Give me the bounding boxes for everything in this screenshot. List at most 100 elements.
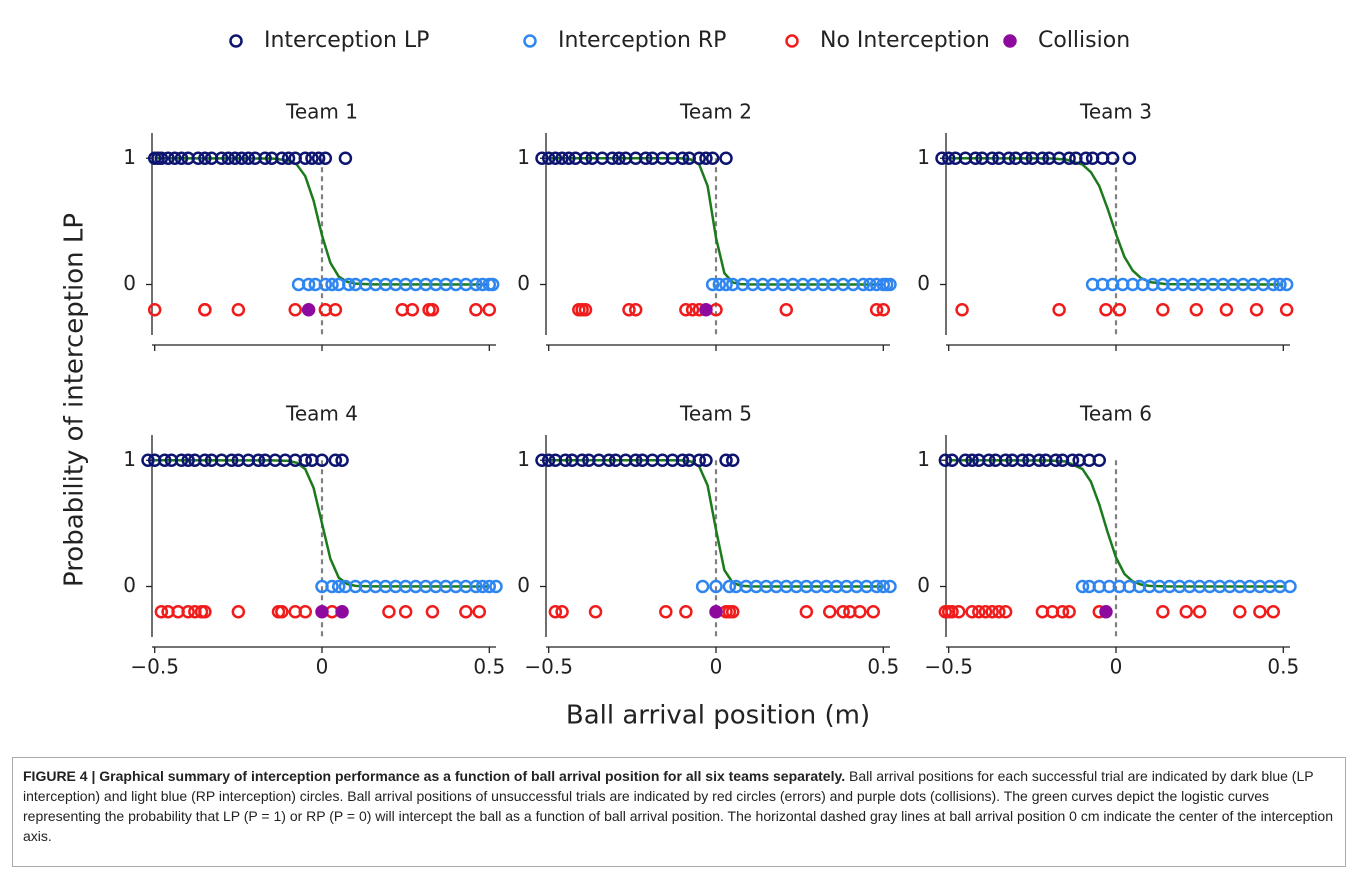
data-point (157, 453, 172, 467)
data-point (853, 605, 867, 619)
data-point (938, 453, 953, 467)
legend-label: No Interception (820, 28, 990, 53)
data-point (866, 605, 881, 619)
data-point (968, 151, 983, 165)
y-tick-label: 1 (917, 145, 930, 169)
x-tick-label: 0 (1110, 655, 1123, 679)
data-point (325, 579, 339, 594)
data-point (214, 151, 229, 165)
data-point (1266, 277, 1281, 292)
data-point (315, 605, 329, 619)
data-point (965, 453, 979, 467)
data-point (588, 605, 603, 619)
data-point (699, 151, 713, 165)
data-point (147, 303, 162, 317)
data-point (575, 453, 589, 467)
data-point (1192, 605, 1207, 619)
data-point (992, 605, 1006, 619)
legend-marker (785, 34, 799, 48)
data-point (241, 151, 256, 165)
data-point (876, 303, 891, 317)
legend-marker (523, 34, 537, 48)
data-point (161, 151, 175, 165)
data-point (475, 579, 490, 594)
data-point (869, 579, 884, 594)
data-point (1052, 303, 1066, 317)
data-point (1055, 605, 1070, 619)
data-point (198, 453, 212, 467)
data-point (472, 605, 487, 619)
data-point (275, 605, 289, 619)
data-point (985, 151, 999, 165)
data-point (1062, 605, 1076, 619)
data-point (541, 453, 556, 467)
data-point (628, 303, 643, 317)
data-point (605, 151, 620, 165)
data-point (535, 453, 549, 467)
data-point (725, 453, 740, 467)
data-point (659, 605, 673, 619)
data-point (1253, 605, 1267, 619)
caption: FIGURE 4 | Graphical summary of intercep… (12, 757, 1346, 867)
data-point (705, 277, 720, 292)
data-point (558, 453, 573, 467)
data-point (298, 605, 313, 619)
data-point (679, 605, 693, 619)
legend-marker (229, 34, 243, 48)
data-point (1219, 303, 1234, 317)
data-point (692, 151, 707, 165)
data-point (1002, 151, 1016, 165)
data-point (719, 277, 733, 292)
legend-label: Interception RP (558, 28, 726, 53)
data-point (305, 151, 319, 165)
data-point (174, 151, 189, 165)
subplot-title: Team 2 (679, 100, 752, 124)
data-point (1273, 277, 1287, 292)
data-point (234, 151, 249, 165)
legend-marker (1003, 34, 1017, 48)
data-point (1062, 151, 1076, 165)
data-point (562, 151, 576, 165)
data-point (836, 605, 850, 619)
data-point (1189, 303, 1204, 317)
data-point (325, 277, 339, 292)
data-point (945, 605, 959, 619)
legend-label: Collision (1038, 28, 1130, 53)
data-point (1122, 151, 1137, 165)
data-point (869, 303, 884, 317)
data-point (231, 605, 246, 619)
data-point (712, 277, 727, 292)
data-point (342, 277, 356, 292)
data-point (154, 151, 169, 165)
data-point (823, 605, 837, 619)
data-point (958, 453, 973, 467)
data-point (141, 453, 155, 467)
data-point (191, 151, 205, 165)
caption-label: FIGURE 4 | Graphical summary of intercep… (23, 768, 846, 784)
data-point (311, 151, 326, 165)
data-point (1179, 605, 1194, 619)
figure: Probability of interception LP Ball arri… (60, 28, 1300, 731)
data-point (281, 151, 296, 165)
data-point (328, 303, 343, 317)
data-point (482, 579, 497, 594)
data-point (799, 605, 814, 619)
data-point (1112, 303, 1127, 317)
data-point (1156, 303, 1170, 317)
data-point (1283, 579, 1297, 594)
data-point (883, 277, 897, 292)
data-point (972, 605, 986, 619)
y-tick-label: 1 (123, 447, 136, 471)
data-point (675, 151, 690, 165)
data-point (856, 277, 870, 292)
data-point (612, 151, 626, 165)
subplot-title: Team 3 (1079, 100, 1152, 124)
data-point (705, 151, 720, 165)
subplot-title: Team 6 (1079, 402, 1152, 426)
data-point (1233, 605, 1247, 619)
x-tick-label: −0.5 (130, 655, 179, 679)
data-point (298, 151, 313, 165)
data-point (482, 303, 497, 317)
data-point (1156, 605, 1170, 619)
x-tick-label: 0.5 (867, 655, 899, 679)
